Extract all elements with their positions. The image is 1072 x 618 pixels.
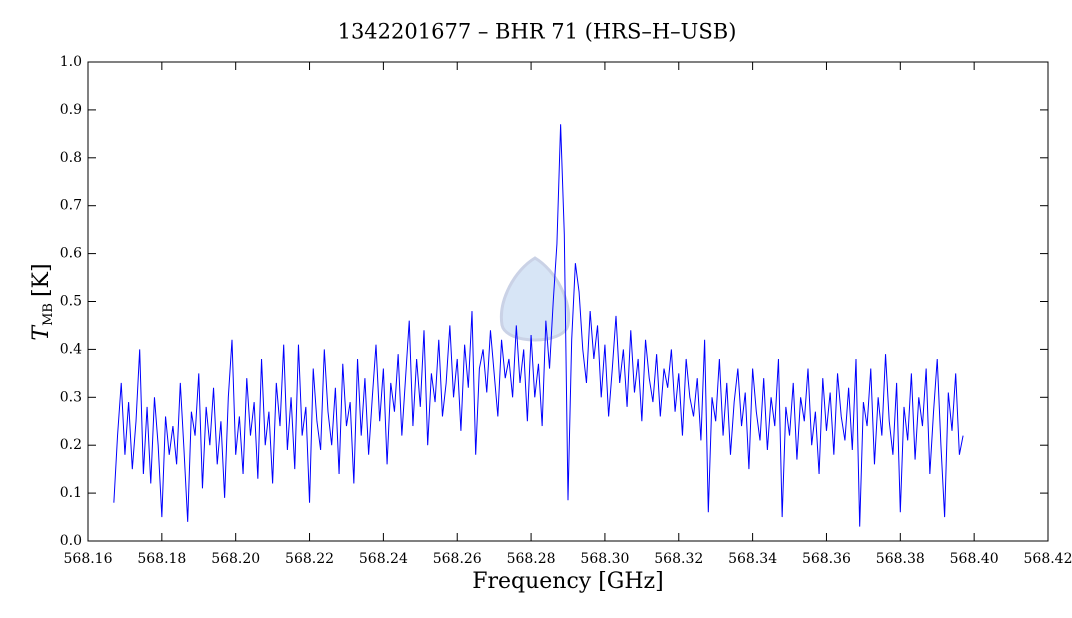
chart-title: 1342201677 – BHR 71 (HRS–H–USB) (338, 20, 737, 44)
watermark (499, 256, 571, 342)
y-tick-label: 0.4 (60, 341, 82, 357)
y-label-subscript: MB (41, 303, 56, 326)
y-tick-label: 0.0 (60, 533, 82, 549)
x-tick-label: 568.24 (359, 551, 408, 567)
x-tick-label: 568.26 (433, 551, 482, 567)
y-tick-label: 0.2 (60, 437, 82, 453)
x-tick-label: 568.18 (137, 551, 186, 567)
x-tick-label: 568.16 (64, 551, 113, 567)
x-tick-label: 568.20 (211, 551, 260, 567)
y-tick-label: 0.7 (60, 198, 82, 214)
y-tick-label: 0.3 (60, 389, 82, 405)
x-tick-label: 568.22 (285, 551, 334, 567)
y-tick-label: 0.6 (60, 246, 82, 262)
x-tick-label: 568.36 (802, 551, 851, 567)
x-tick-label: 568.42 (1024, 551, 1072, 567)
x-tick-label: 568.34 (728, 551, 777, 567)
x-tick-label: 568.30 (580, 551, 629, 567)
x-tick-label: 568.32 (654, 551, 703, 567)
y-axis-label: TMB [K] (29, 263, 56, 340)
x-tick-label: 568.40 (950, 551, 999, 567)
y-tick-label: 0.9 (60, 102, 82, 118)
y-tick-label: 1.0 (60, 54, 82, 70)
x-tick-label: 568.38 (876, 551, 925, 567)
y-tick-label: 0.1 (60, 485, 82, 501)
y-tick-label: 0.8 (60, 150, 82, 166)
x-tick-label: 568.28 (507, 551, 556, 567)
x-axis-label: Frequency [GHz] (472, 569, 664, 594)
y-label-symbol: T (29, 324, 54, 341)
y-tick-label: 0.5 (60, 294, 82, 310)
spectrum-line (113, 124, 964, 527)
y-label-unit: [K] (29, 263, 54, 297)
